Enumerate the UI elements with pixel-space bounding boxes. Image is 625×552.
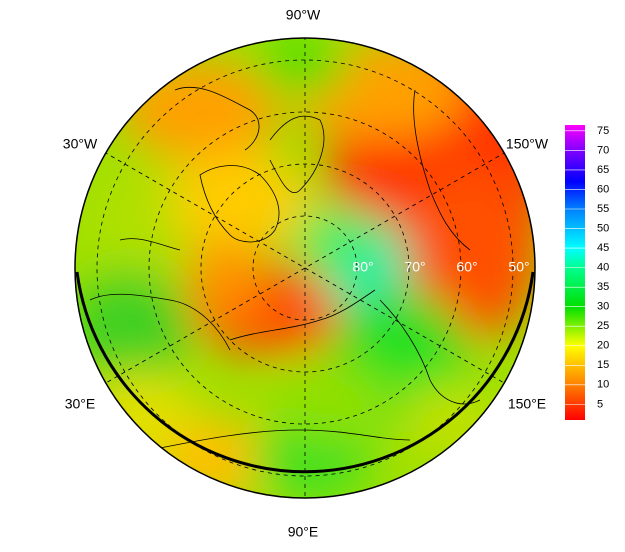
- colorbar-tick-label: 50: [597, 222, 609, 234]
- colorbar-tick-label: 55: [597, 203, 609, 215]
- colorbar-tick-label: 75: [597, 125, 609, 137]
- colorbar-tick-label: 15: [597, 359, 609, 371]
- colorbar-tick-label: 40: [597, 262, 609, 274]
- meridian: [96, 147, 514, 389]
- colorbar-tick-label: 65: [597, 164, 609, 176]
- map-border: [74, 37, 536, 499]
- longitude-label: 150°W: [506, 136, 549, 152]
- colorbar-tick-label: 70: [597, 144, 609, 156]
- field: [75, 38, 535, 498]
- latitude-label: 80°: [352, 259, 373, 275]
- longitude-label: 90°E: [288, 524, 319, 540]
- latitude-label: 60°: [456, 259, 477, 275]
- colorbar-tick-label: 30: [597, 301, 609, 313]
- map-shadow: [75, 271, 535, 474]
- graticule: [96, 38, 514, 498]
- colorbar-tick-label: 25: [597, 320, 609, 332]
- coastlines: [89, 86, 481, 451]
- colorbar-tick-label: 10: [597, 379, 609, 391]
- labels: 90°W 30°W 150°W 30°E 150°E 90°E 80° 70° 60° 50°: [63, 7, 549, 540]
- meridian: [96, 147, 514, 389]
- colorbar-tick-label: 60: [597, 183, 609, 195]
- longitude-label: 150°E: [508, 396, 546, 412]
- colorbar-fill: [565, 125, 585, 420]
- longitude-label: 90°W: [286, 7, 321, 23]
- latitude-circle: [148, 111, 462, 425]
- longitude-label: 30°E: [65, 396, 96, 412]
- colorbar-tick-label: 20: [597, 340, 609, 352]
- longitude-label: 30°W: [63, 136, 98, 152]
- colorbar: 5 10 15 20 25 30 35 40 45 50 55 60 65 70 75: [565, 125, 609, 420]
- latitude-label: 50°: [508, 259, 529, 275]
- colorbar-tick-label: 5: [597, 398, 603, 410]
- colorbar-tick-label: 45: [597, 242, 609, 254]
- latitude-label: 70°: [404, 259, 425, 275]
- colorbar-tick-label: 35: [597, 281, 609, 293]
